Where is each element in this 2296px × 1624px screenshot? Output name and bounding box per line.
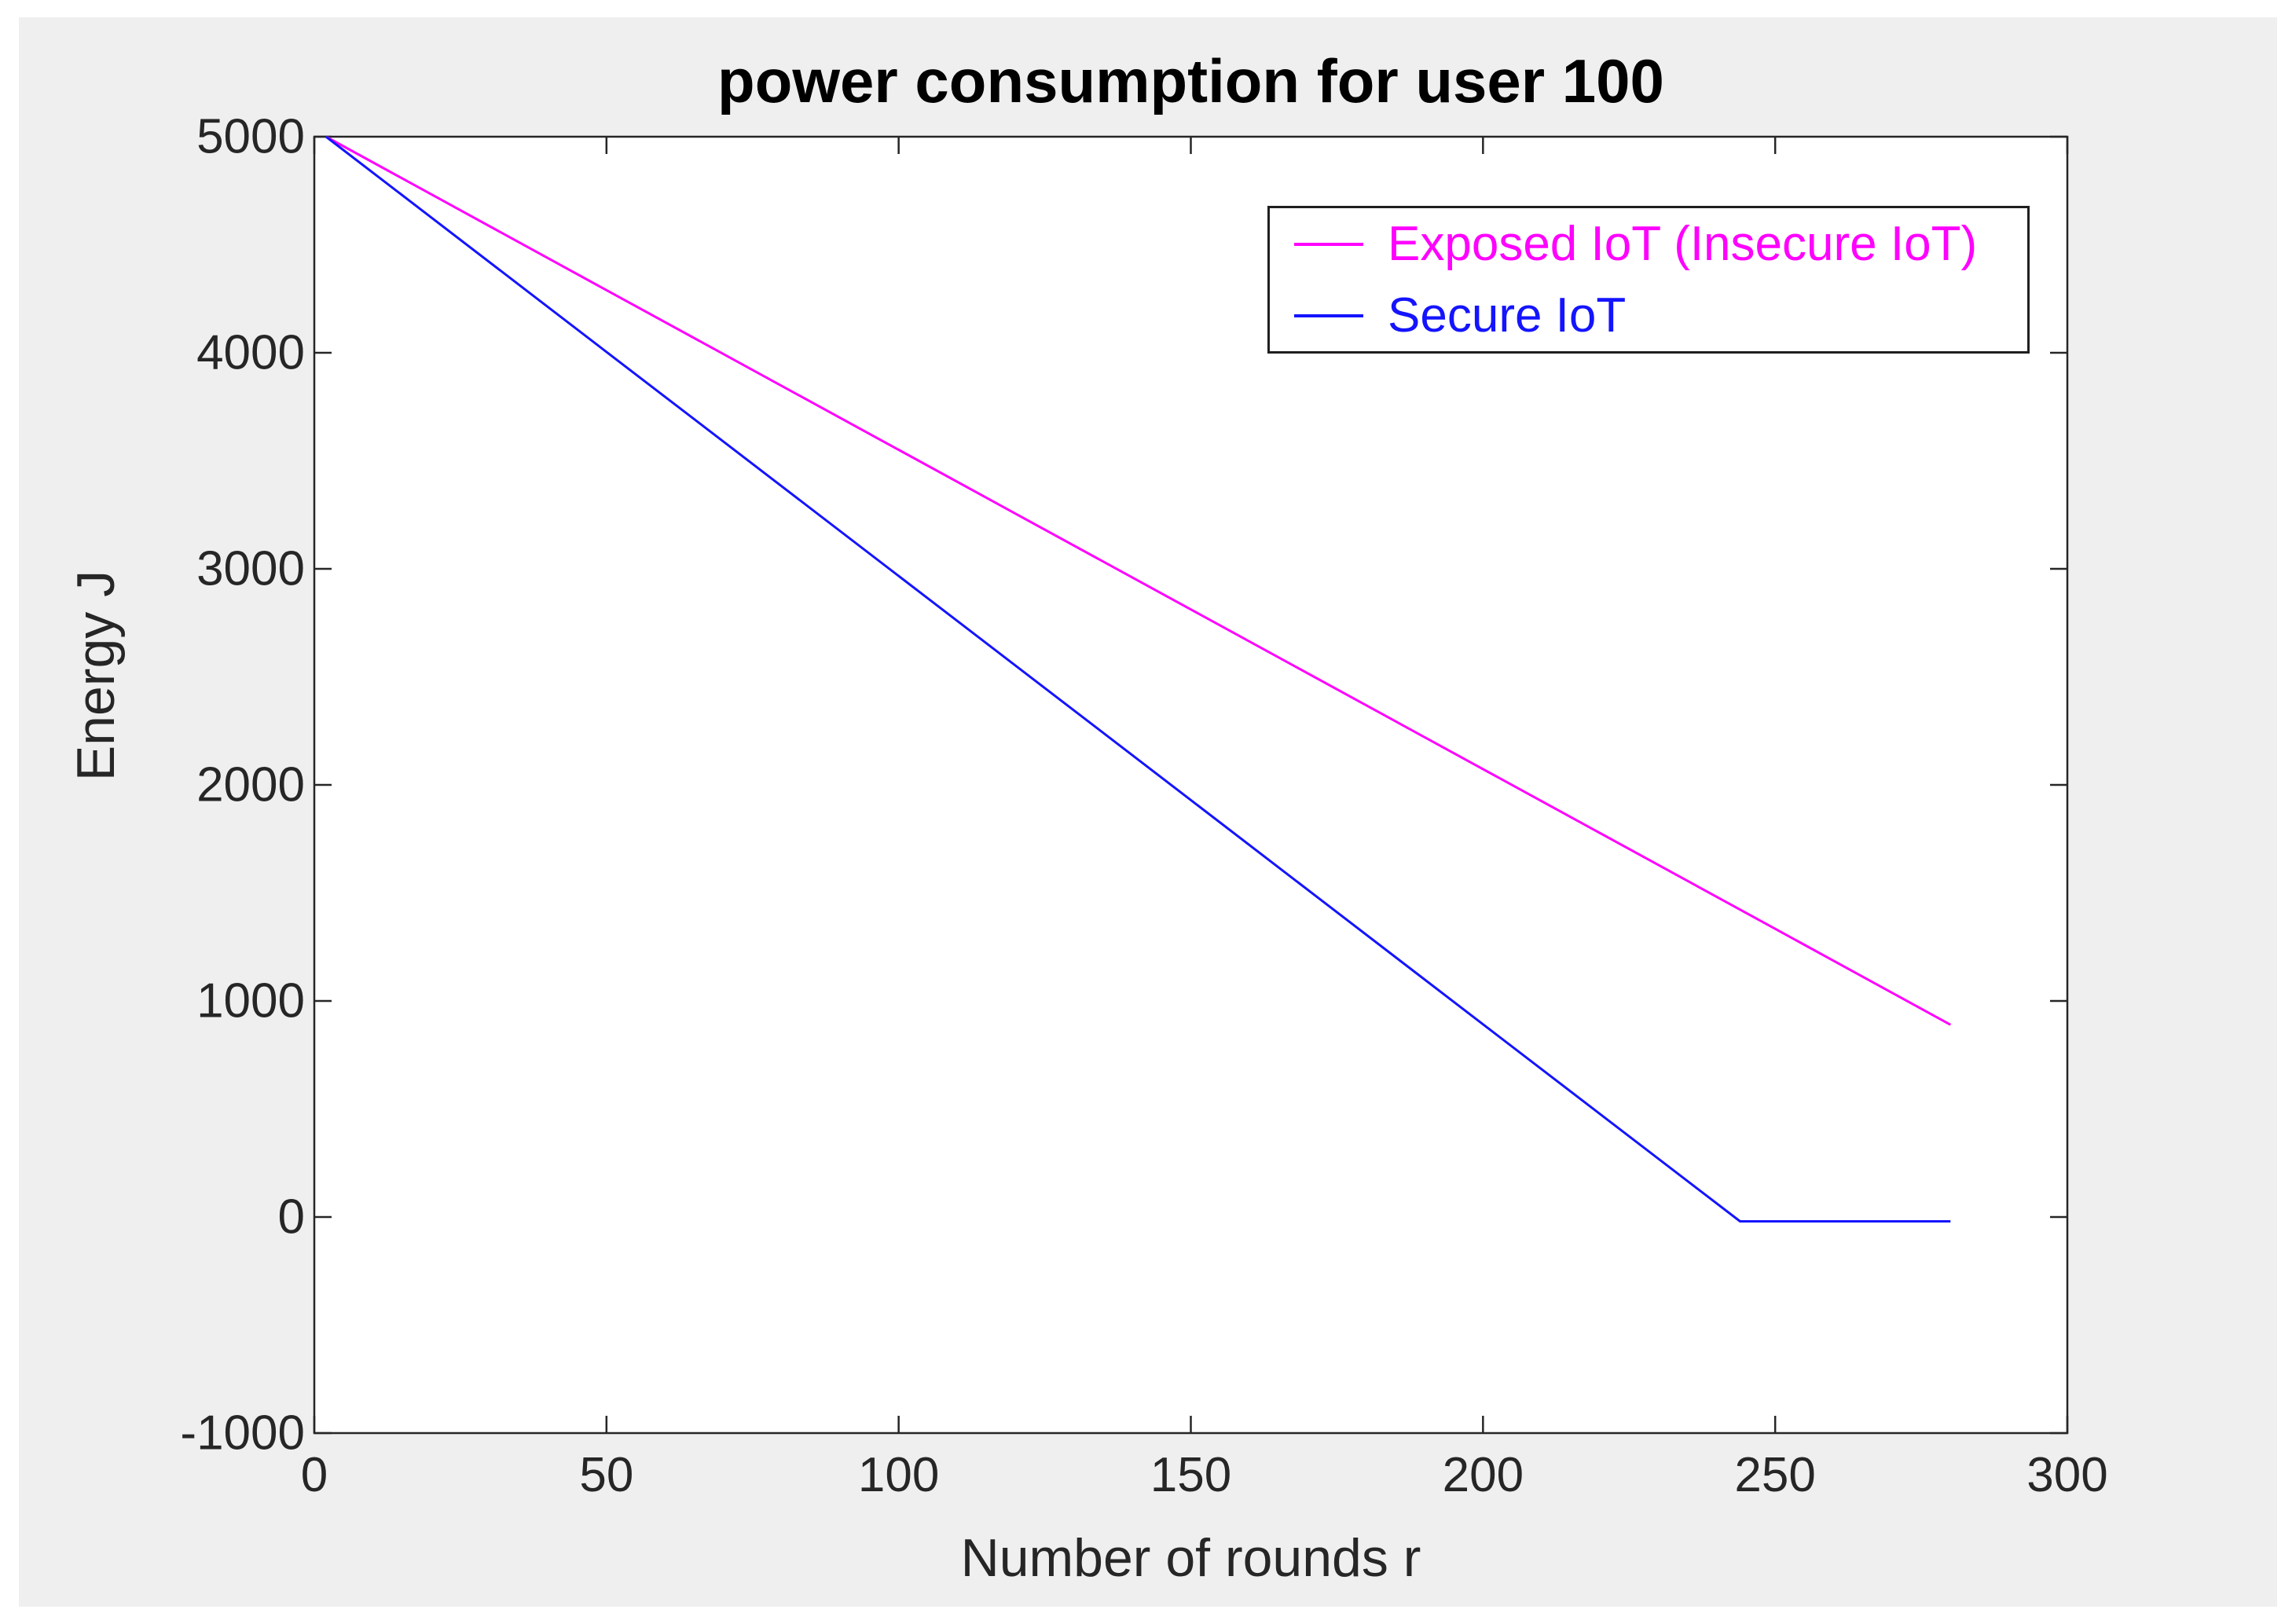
y-tick-label-5000: 5000 xyxy=(196,109,305,164)
legend-label: Exposed IoT (Insecure IoT) xyxy=(1388,217,1978,271)
y-axis-label: Energy J xyxy=(66,570,126,782)
x-tick-label-200: 200 xyxy=(1442,1448,1524,1502)
series-line-0 xyxy=(325,135,1952,1026)
y-tick-label-1000: 1000 xyxy=(196,973,305,1028)
legend-line-sample-magenta xyxy=(1294,242,1363,246)
x-tick-label-300: 300 xyxy=(2026,1448,2108,1502)
x-tick-label-0: 0 xyxy=(300,1448,328,1502)
y-tick-label-4000: 4000 xyxy=(196,325,305,380)
legend-box: Exposed IoT (Insecure IoT) Secure IoT xyxy=(1267,206,2030,354)
y-tick-label--1000: -1000 xyxy=(180,1406,305,1461)
legend-item-secure-iot: Secure IoT xyxy=(1270,288,2027,343)
x-tick-label-100: 100 xyxy=(857,1448,940,1502)
y-tick-label-3000: 3000 xyxy=(196,541,305,596)
y-tick-label-2000: 2000 xyxy=(196,757,305,812)
x-tick-label-50: 50 xyxy=(579,1448,634,1502)
legend-item-exposed-iot: Exposed IoT (Insecure IoT) xyxy=(1270,216,2027,272)
x-tick-label-150: 150 xyxy=(1150,1448,1232,1502)
x-axis-label: Number of rounds r xyxy=(960,1528,1421,1588)
y-tick-label-0: 0 xyxy=(277,1190,305,1245)
legend-line-sample-blue xyxy=(1294,313,1363,317)
chart-title: power consumption for user 100 xyxy=(717,46,1664,115)
series-line-1 xyxy=(325,135,1951,1223)
x-tick-label-250: 250 xyxy=(1734,1448,1816,1502)
legend-label: Secure IoT xyxy=(1388,288,1627,343)
